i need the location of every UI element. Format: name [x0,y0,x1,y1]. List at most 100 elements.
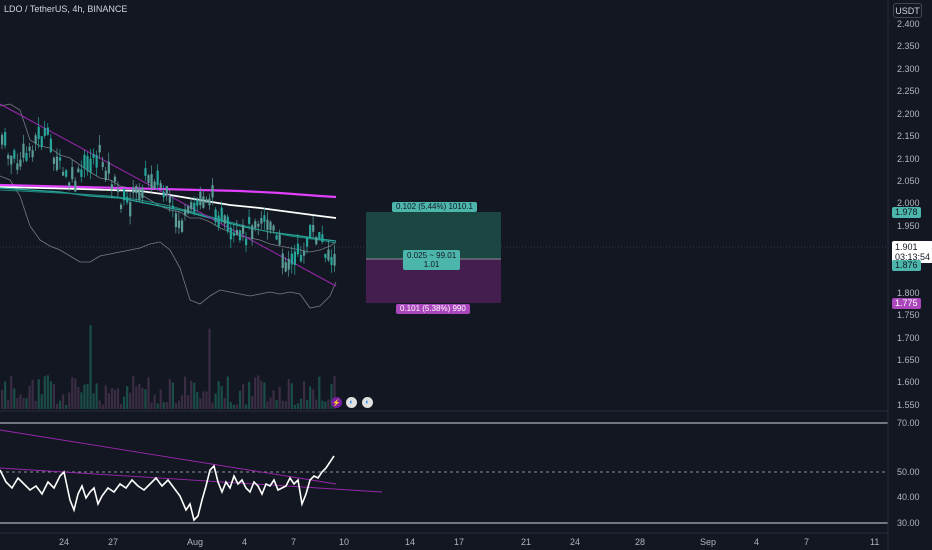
lightning-icon[interactable]: ⚡ [331,397,342,408]
candle-body [55,156,59,171]
currency-button[interactable]: USDT [893,3,922,18]
candle-body [68,182,71,187]
price-tick: 2.100 [897,154,920,164]
upper-band [0,103,337,253]
candle-body [156,170,159,186]
candle-body [49,138,52,153]
volume-bar [220,386,223,409]
time-tick: 4 [242,537,248,547]
entry-label[interactable]: 0.025 ~ 99.01 1.01 [403,250,461,270]
target-label[interactable]: 0.102 (5.44%) 1010.1 [392,202,477,212]
volume-bar [287,378,290,409]
volume-bar [321,400,324,409]
volume-bar [156,403,159,409]
entry-price-tag[interactable]: 1.876 [892,260,921,271]
candle-body [138,188,141,201]
price-trendline[interactable] [0,103,337,287]
candle-body [168,196,171,203]
candle-body [306,237,309,247]
volume-bar [168,378,171,409]
ma-white [0,186,337,219]
volume-bar [34,401,37,409]
candle-body [46,127,49,135]
volume-bar [19,394,22,409]
candle-body [333,253,336,266]
volume-bar [229,402,232,409]
candle-body [98,144,101,153]
volume-bar [74,378,77,409]
flag-icon[interactable]: ◐ [362,397,373,408]
candle-body [150,174,153,189]
candle-body [31,150,34,158]
volume-bar [312,389,315,409]
volume-bar [7,400,10,409]
candle-body [254,221,257,229]
entry-label-qty: 0.025 ~ 99.01 [407,251,457,260]
candle-body [193,202,196,213]
time-tick: 14 [405,537,416,547]
price-tick: 1.550 [897,400,920,410]
candle-body [104,170,107,181]
candle-body [126,196,129,203]
volume-bar [141,387,144,409]
volume-bar [187,395,190,409]
time-tick: 11 [870,537,880,547]
candle-body [25,152,28,161]
volume-bar [296,403,300,409]
volume-bar [217,381,220,409]
price-tick: 2.300 [897,64,920,74]
volume-bar [153,394,156,409]
volume-bar [177,400,181,409]
price-tick: 1.700 [897,333,920,343]
symbol-title[interactable]: LDO / TetherUS, 4h, BINANCE [4,4,128,14]
volume-bar [248,381,251,409]
volume-bar [37,379,40,409]
stop-label[interactable]: 0.101 (5.38%) 990 [396,304,470,314]
candle-body [92,154,95,158]
take-profit-price-tag[interactable]: 1.978 [892,207,921,218]
candle-body [162,191,165,198]
candle-body [113,176,117,182]
candle-body [13,150,16,159]
volume-bar [180,395,184,409]
volume-bar [10,375,13,409]
rsi-tick: 50.00 [897,467,920,477]
candle-body [324,253,327,258]
candle-body [19,159,22,167]
candle-body [272,225,275,231]
candle-body [116,188,120,193]
current-price-tag[interactable]: 1.901 03:13:54 [892,241,932,263]
candle-body [10,155,13,165]
price-tick: 1.600 [897,377,920,387]
time-tick: 4 [754,537,760,547]
volume-bar [71,377,74,409]
candle-body [260,218,263,224]
volume-bar [223,397,226,409]
ma-teal [0,187,337,242]
volume-bar [16,398,19,409]
volume-bar [263,382,266,409]
volume-bar [25,398,28,409]
volume-bar [324,401,327,409]
candle-body [34,135,37,144]
volume-bar [306,400,309,409]
candle-body [281,253,284,269]
candle-body [74,180,77,192]
candle-body [226,216,229,232]
volume-bar [55,403,59,409]
candle-body [43,128,46,136]
candles [1,117,336,277]
volume-bar [113,389,117,409]
price-tick: 2.150 [897,131,920,141]
volume-bar [92,393,95,409]
candle-body [196,199,199,206]
flag-icon[interactable]: ◐ [346,397,357,408]
stop-loss-price-tag[interactable]: 1.775 [892,298,921,309]
rsi-line [0,455,335,522]
candle-body [16,163,19,170]
volume-bar [254,377,257,409]
volume-bar [147,377,150,409]
volume-bar [132,376,135,409]
candle-body [287,258,290,270]
